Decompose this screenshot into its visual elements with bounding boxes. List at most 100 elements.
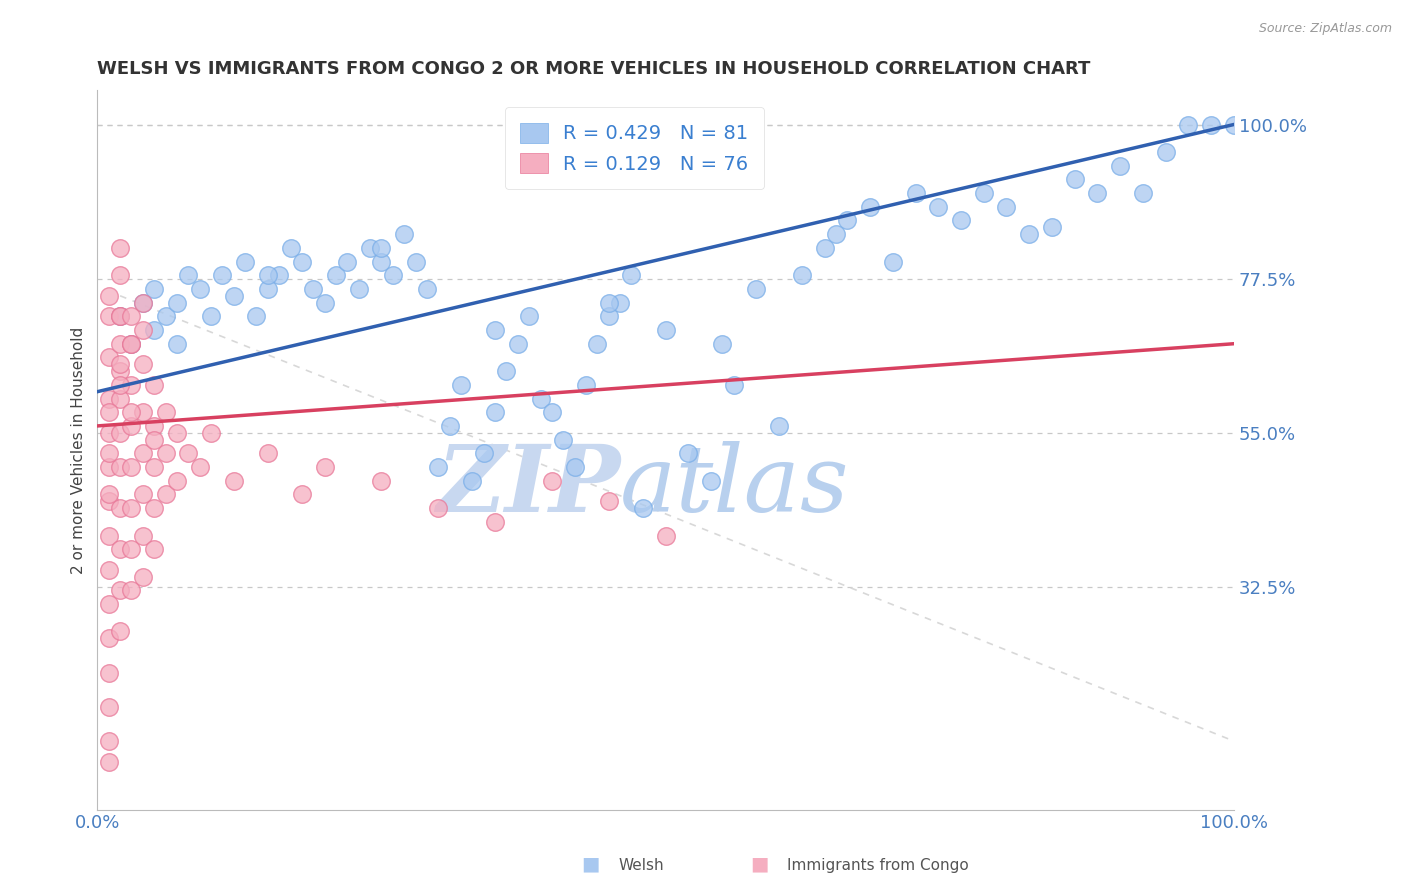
Point bbox=[302, 282, 325, 296]
Point bbox=[120, 405, 142, 419]
Point bbox=[233, 254, 256, 268]
Point bbox=[97, 494, 120, 508]
Point bbox=[97, 405, 120, 419]
Text: Source: ZipAtlas.com: Source: ZipAtlas.com bbox=[1258, 22, 1392, 36]
Point bbox=[1154, 145, 1177, 159]
Point bbox=[120, 583, 142, 598]
Point bbox=[200, 310, 222, 324]
Point bbox=[1109, 159, 1132, 173]
Point bbox=[97, 665, 120, 680]
Point bbox=[143, 542, 166, 557]
Point bbox=[598, 494, 620, 508]
Point bbox=[700, 474, 723, 488]
Point bbox=[97, 699, 120, 714]
Point bbox=[97, 563, 120, 577]
Point bbox=[472, 446, 495, 460]
Point bbox=[814, 241, 837, 255]
Point bbox=[564, 460, 586, 475]
Point bbox=[132, 405, 155, 419]
Legend: R = 0.429   N = 81, R = 0.129   N = 76: R = 0.429 N = 81, R = 0.129 N = 76 bbox=[505, 107, 763, 189]
Point bbox=[177, 268, 200, 283]
Point bbox=[143, 418, 166, 433]
Text: WELSH VS IMMIGRANTS FROM CONGO 2 OR MORE VEHICLES IN HOUSEHOLD CORRELATION CHART: WELSH VS IMMIGRANTS FROM CONGO 2 OR MORE… bbox=[97, 60, 1091, 78]
Point bbox=[108, 268, 131, 283]
Point bbox=[166, 474, 188, 488]
Point bbox=[620, 268, 643, 283]
Y-axis label: 2 or more Vehicles in Household: 2 or more Vehicles in Household bbox=[72, 326, 86, 574]
Point bbox=[631, 501, 654, 516]
Point bbox=[517, 310, 540, 324]
Point bbox=[143, 460, 166, 475]
Point bbox=[256, 282, 278, 296]
Text: ZIP: ZIP bbox=[436, 441, 620, 531]
Point bbox=[108, 310, 131, 324]
Point bbox=[108, 336, 131, 351]
Point bbox=[97, 310, 120, 324]
Point bbox=[200, 425, 222, 440]
Point bbox=[711, 336, 734, 351]
Point bbox=[108, 357, 131, 371]
Point bbox=[256, 268, 278, 283]
Point bbox=[211, 268, 233, 283]
Point bbox=[143, 433, 166, 447]
Point bbox=[222, 474, 245, 488]
Text: Immigrants from Congo: Immigrants from Congo bbox=[787, 858, 969, 872]
Point bbox=[882, 254, 904, 268]
Text: Welsh: Welsh bbox=[619, 858, 664, 872]
Point bbox=[97, 425, 120, 440]
Point bbox=[859, 200, 882, 214]
Point bbox=[108, 624, 131, 639]
Point bbox=[155, 310, 177, 324]
Point bbox=[155, 446, 177, 460]
Point bbox=[97, 487, 120, 501]
Point bbox=[484, 515, 506, 529]
Point bbox=[904, 186, 927, 200]
Point bbox=[108, 377, 131, 392]
Point bbox=[381, 268, 404, 283]
Point bbox=[484, 323, 506, 337]
Point bbox=[108, 241, 131, 255]
Point bbox=[108, 460, 131, 475]
Point bbox=[188, 460, 211, 475]
Point bbox=[222, 289, 245, 303]
Point bbox=[314, 295, 336, 310]
Point bbox=[837, 213, 859, 227]
Point bbox=[495, 364, 517, 378]
Point bbox=[245, 310, 267, 324]
Point bbox=[108, 425, 131, 440]
Point bbox=[120, 542, 142, 557]
Point bbox=[280, 241, 302, 255]
Point bbox=[108, 392, 131, 406]
Point bbox=[745, 282, 768, 296]
Point bbox=[108, 501, 131, 516]
Point bbox=[314, 460, 336, 475]
Point bbox=[347, 282, 370, 296]
Point bbox=[97, 460, 120, 475]
Point bbox=[1063, 172, 1085, 186]
Point bbox=[108, 310, 131, 324]
Point bbox=[405, 254, 427, 268]
Point bbox=[598, 310, 620, 324]
Point bbox=[108, 583, 131, 598]
Point bbox=[97, 289, 120, 303]
Point bbox=[392, 227, 415, 241]
Point bbox=[541, 474, 564, 488]
Point bbox=[166, 425, 188, 440]
Point bbox=[120, 310, 142, 324]
Point bbox=[427, 501, 450, 516]
Point bbox=[450, 377, 472, 392]
Point bbox=[575, 377, 598, 392]
Point bbox=[336, 254, 359, 268]
Point bbox=[654, 323, 676, 337]
Point bbox=[132, 323, 155, 337]
Point bbox=[256, 446, 278, 460]
Point bbox=[359, 241, 381, 255]
Point bbox=[586, 336, 609, 351]
Point bbox=[166, 295, 188, 310]
Point bbox=[132, 446, 155, 460]
Point bbox=[97, 446, 120, 460]
Point bbox=[143, 323, 166, 337]
Point bbox=[132, 295, 155, 310]
Point bbox=[461, 474, 484, 488]
Point bbox=[370, 241, 392, 255]
